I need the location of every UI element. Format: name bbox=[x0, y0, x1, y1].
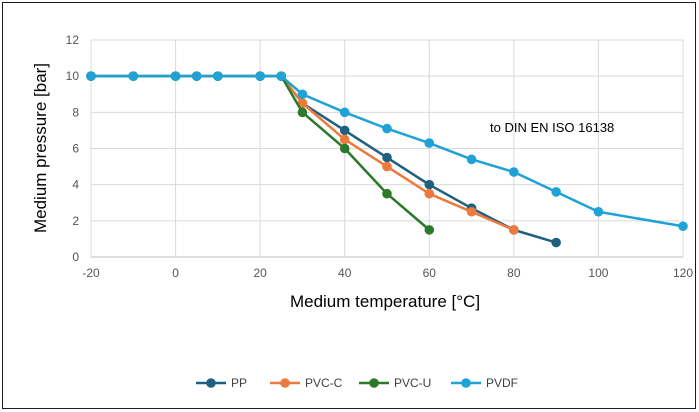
legend-marker bbox=[280, 378, 290, 388]
data-point bbox=[213, 71, 223, 81]
data-point bbox=[593, 206, 604, 217]
x-tick-label: -20 bbox=[82, 266, 100, 280]
x-tick-label: 40 bbox=[338, 266, 352, 280]
data-point bbox=[424, 225, 435, 235]
data-point bbox=[128, 71, 139, 81]
data-point bbox=[466, 154, 477, 165]
y-tick-labels: 0 2 4 6 8 10 12 bbox=[66, 33, 80, 264]
data-point bbox=[424, 138, 435, 148]
data-point bbox=[297, 107, 308, 118]
data-point bbox=[339, 107, 350, 118]
data-point bbox=[678, 221, 688, 232]
data-point bbox=[551, 237, 561, 248]
legend-label: PVC-C bbox=[305, 376, 343, 390]
data-point bbox=[466, 206, 477, 217]
legend-marker bbox=[461, 378, 471, 388]
legend-item: PP bbox=[196, 376, 247, 390]
data-point bbox=[382, 161, 392, 172]
data-point bbox=[276, 71, 287, 81]
data-point bbox=[297, 98, 308, 109]
x-tick-label: 80 bbox=[507, 266, 521, 280]
data-point bbox=[509, 225, 519, 235]
x-tick-labels: -20 0 20 40 60 80 100 120 bbox=[82, 266, 693, 280]
legend-item: PVDF bbox=[451, 376, 518, 390]
legend-marker bbox=[369, 378, 379, 388]
y-tick-label: 8 bbox=[72, 105, 79, 119]
data-point bbox=[191, 71, 202, 81]
y-tick-label: 0 bbox=[72, 250, 79, 264]
data-point bbox=[339, 134, 350, 145]
series-layer bbox=[86, 71, 688, 248]
data-point bbox=[297, 89, 308, 100]
y-tick-label: 10 bbox=[66, 69, 80, 83]
annotation: to DIN EN ISO 16138 bbox=[490, 120, 614, 135]
y-tick-label: 2 bbox=[72, 214, 79, 228]
series-pvdf bbox=[86, 71, 688, 232]
data-point bbox=[255, 71, 265, 81]
data-point bbox=[509, 167, 519, 177]
x-tick-label: 20 bbox=[253, 266, 267, 280]
data-point bbox=[382, 152, 392, 163]
legend-item: PVC-U bbox=[359, 376, 431, 390]
data-point bbox=[86, 71, 96, 81]
grid bbox=[90, 39, 684, 258]
data-point bbox=[170, 71, 181, 81]
x-tick-label: 100 bbox=[588, 266, 608, 280]
y-tick-label: 12 bbox=[66, 33, 80, 47]
x-tick-label: 120 bbox=[673, 266, 693, 280]
series-line bbox=[91, 74, 684, 228]
data-point bbox=[424, 179, 435, 190]
legend-label: PVC-U bbox=[394, 376, 431, 390]
data-point bbox=[551, 187, 561, 197]
data-point bbox=[382, 123, 392, 134]
legend-item: PVC-C bbox=[270, 376, 343, 390]
legend: PP PVC-C PVC-U PVDF bbox=[196, 376, 518, 390]
data-point bbox=[424, 188, 435, 199]
x-tick-label: 60 bbox=[423, 266, 437, 280]
legend-label: PP bbox=[231, 376, 247, 390]
legend-marker bbox=[206, 378, 216, 388]
x-tick-label: 0 bbox=[172, 266, 179, 280]
y-tick-label: 4 bbox=[72, 178, 79, 192]
data-point bbox=[339, 143, 350, 154]
y-axis-title: Medium pressure [bar] bbox=[31, 63, 50, 233]
data-point bbox=[339, 125, 350, 136]
y-tick-label: 6 bbox=[72, 142, 79, 156]
x-axis-title: Medium temperature [°C] bbox=[290, 292, 480, 311]
legend-label: PVDF bbox=[486, 376, 518, 390]
data-point bbox=[382, 188, 392, 199]
